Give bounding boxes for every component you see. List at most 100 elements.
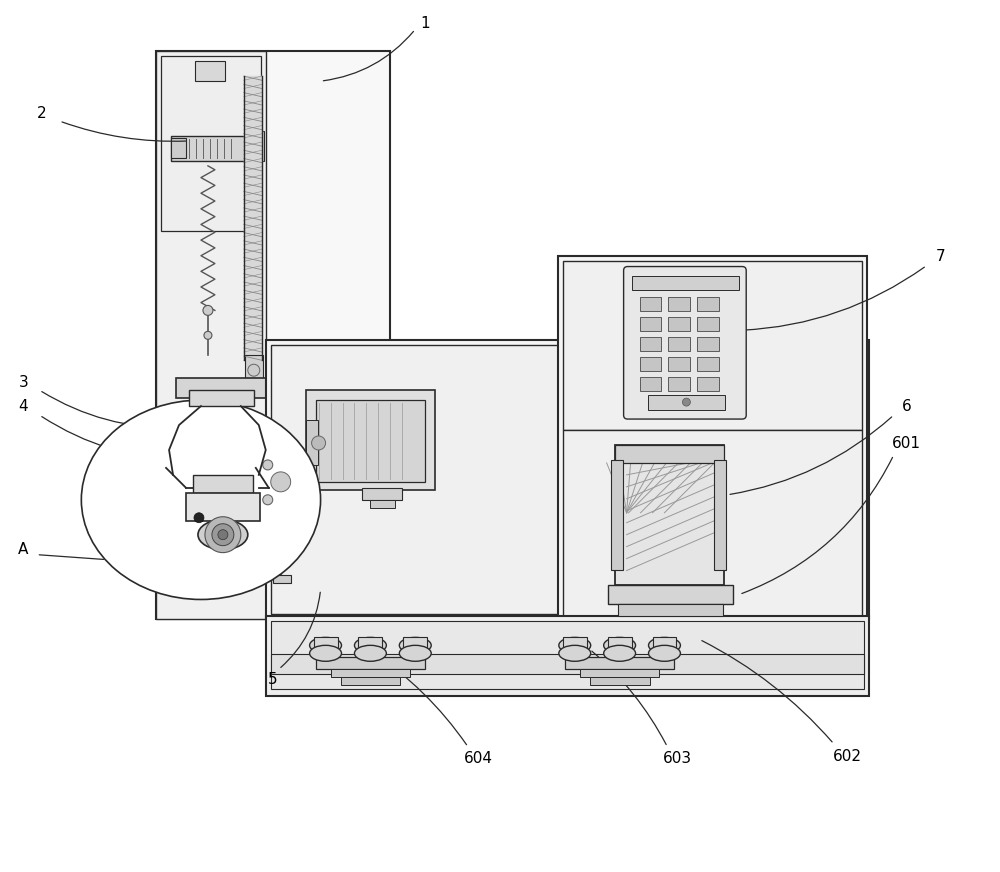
Text: 3: 3 xyxy=(19,375,28,390)
Ellipse shape xyxy=(399,637,431,653)
Bar xyxy=(565,657,674,669)
FancyBboxPatch shape xyxy=(624,267,746,419)
Bar xyxy=(697,297,719,311)
Bar xyxy=(245,355,263,385)
Ellipse shape xyxy=(649,637,680,653)
Bar xyxy=(273,575,291,582)
Bar xyxy=(403,637,427,653)
Bar xyxy=(266,340,869,619)
Bar xyxy=(176,378,276,399)
Ellipse shape xyxy=(604,637,636,653)
Bar xyxy=(615,445,724,463)
Bar xyxy=(558,255,867,619)
Text: 7: 7 xyxy=(936,249,945,264)
Ellipse shape xyxy=(354,637,386,653)
Bar xyxy=(611,460,623,569)
Circle shape xyxy=(263,460,273,470)
Circle shape xyxy=(194,513,204,522)
Bar xyxy=(653,637,676,653)
Ellipse shape xyxy=(198,520,248,549)
Text: 602: 602 xyxy=(832,749,861,765)
Bar xyxy=(640,337,661,351)
Bar xyxy=(306,390,435,490)
Bar xyxy=(563,637,587,653)
Bar xyxy=(608,584,733,604)
Bar xyxy=(156,51,266,619)
Bar xyxy=(697,337,719,351)
Bar xyxy=(648,395,725,410)
Text: 604: 604 xyxy=(464,752,493,766)
Bar xyxy=(563,261,862,430)
Bar xyxy=(563,430,862,619)
Bar xyxy=(590,678,650,685)
Bar xyxy=(640,358,661,371)
Bar xyxy=(271,345,560,615)
Bar xyxy=(640,297,661,311)
Bar xyxy=(668,297,690,311)
Circle shape xyxy=(263,494,273,505)
Bar xyxy=(161,56,261,231)
Bar xyxy=(331,669,410,678)
Circle shape xyxy=(212,524,234,546)
Bar xyxy=(171,138,186,158)
Circle shape xyxy=(263,464,299,500)
Bar xyxy=(615,445,724,584)
Circle shape xyxy=(271,472,291,492)
Circle shape xyxy=(248,364,260,376)
Bar xyxy=(358,637,382,653)
Ellipse shape xyxy=(310,637,342,653)
Bar xyxy=(271,622,864,689)
Circle shape xyxy=(218,529,228,540)
Bar xyxy=(632,276,739,290)
Bar xyxy=(306,420,318,465)
Ellipse shape xyxy=(649,645,680,661)
Bar xyxy=(171,136,249,160)
Text: 603: 603 xyxy=(663,752,692,766)
Circle shape xyxy=(276,549,286,560)
Ellipse shape xyxy=(399,645,431,661)
Bar xyxy=(195,61,225,81)
Text: 2: 2 xyxy=(37,106,46,120)
Bar xyxy=(362,487,402,500)
Bar xyxy=(314,637,338,653)
Bar xyxy=(697,358,719,371)
Bar xyxy=(316,657,425,669)
Bar xyxy=(246,131,264,160)
Bar xyxy=(668,317,690,331)
Circle shape xyxy=(203,305,213,316)
Ellipse shape xyxy=(559,637,591,653)
Ellipse shape xyxy=(310,645,342,661)
Bar xyxy=(193,475,253,493)
Text: 601: 601 xyxy=(892,437,921,452)
Bar xyxy=(697,317,719,331)
Bar xyxy=(618,604,723,617)
Text: 4: 4 xyxy=(19,399,28,413)
Bar xyxy=(266,617,869,696)
Text: 6: 6 xyxy=(902,399,912,413)
Text: 1: 1 xyxy=(420,16,430,31)
Text: 5: 5 xyxy=(268,671,278,687)
Circle shape xyxy=(682,399,690,406)
Circle shape xyxy=(205,517,241,553)
Text: A: A xyxy=(18,542,29,557)
Circle shape xyxy=(312,436,326,450)
Ellipse shape xyxy=(354,645,386,661)
Ellipse shape xyxy=(559,645,591,661)
Bar xyxy=(189,390,254,406)
Ellipse shape xyxy=(81,400,321,599)
Bar xyxy=(186,493,260,521)
Bar xyxy=(668,337,690,351)
Bar xyxy=(714,460,726,569)
Ellipse shape xyxy=(604,645,636,661)
Circle shape xyxy=(204,331,212,339)
Bar xyxy=(668,358,690,371)
Bar xyxy=(608,637,632,653)
Bar xyxy=(640,317,661,331)
Bar xyxy=(640,378,661,392)
Bar xyxy=(580,669,659,678)
Bar xyxy=(697,378,719,392)
Bar xyxy=(341,678,400,685)
Bar xyxy=(668,378,690,392)
Bar xyxy=(370,500,395,508)
Bar xyxy=(156,51,390,619)
